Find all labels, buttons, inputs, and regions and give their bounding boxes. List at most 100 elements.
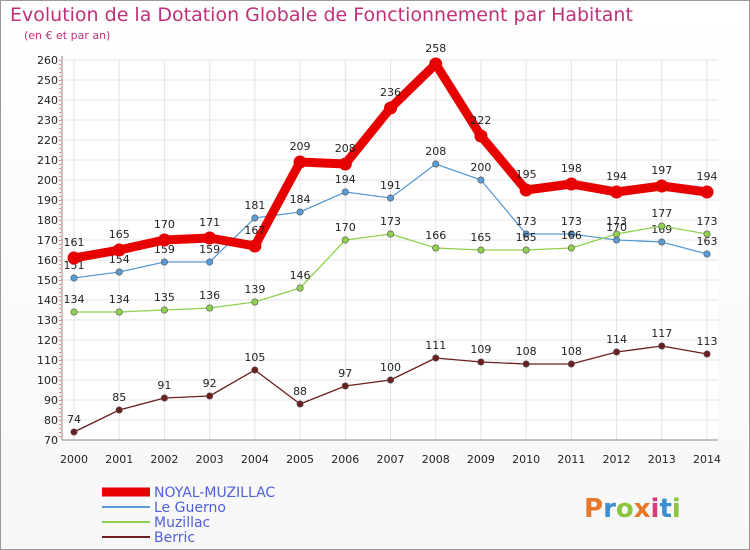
y-tick-label: 120 [37,334,58,347]
data-label-noyal-muzillac: 197 [651,164,672,177]
data-label-berric: 105 [244,351,265,364]
data-point-le-guerno [613,236,621,244]
data-point-berric [206,392,214,400]
data-point-le-guerno [432,160,440,168]
data-label-berric: 114 [606,333,627,346]
data-point-le-guerno [70,274,78,282]
x-tick-label: 2011 [557,453,585,466]
data-label-muzillac: 136 [199,289,220,302]
data-point-berric [522,360,530,368]
x-tick-label: 2003 [196,453,224,466]
data-point-le-guerno [386,194,394,202]
data-label-muzillac: 146 [290,269,311,282]
data-point-noyal-muzillac [655,179,669,193]
y-tick-label: 100 [37,374,58,387]
data-point-noyal-muzillac [248,239,262,253]
data-label-noyal-muzillac: 195 [516,168,537,181]
data-label-berric: 91 [157,379,171,392]
data-label-le-guerno: 181 [244,199,265,212]
data-point-muzillac [115,308,123,316]
data-label-le-guerno: 170 [606,221,627,234]
data-label-le-guerno: 159 [154,243,175,256]
data-point-le-guerno [567,230,575,238]
data-label-muzillac: 165 [470,231,491,244]
y-tick-label: 200 [37,174,58,187]
data-label-noyal-muzillac: 170 [154,218,175,231]
data-point-berric [477,358,485,366]
data-label-noyal-muzillac: 165 [109,228,130,241]
y-tick-label: 130 [37,314,58,327]
data-point-le-guerno [115,268,123,276]
y-tick-label: 70 [44,434,58,447]
data-label-noyal-muzillac: 258 [425,42,446,55]
data-label-muzillac: 173 [380,215,401,228]
data-label-le-guerno: 191 [380,179,401,192]
x-tick-label: 2013 [648,453,676,466]
data-label-muzillac: 165 [516,231,537,244]
data-label-le-guerno: 163 [697,235,718,248]
x-tick-label: 2001 [105,453,133,466]
data-label-noyal-muzillac: 209 [290,140,311,153]
y-tick-label: 110 [37,354,58,367]
data-point-le-guerno [658,238,666,246]
x-tick-label: 2002 [150,453,178,466]
data-label-berric: 108 [516,345,537,358]
data-point-berric [703,350,711,358]
data-point-muzillac [160,306,168,314]
x-tick-label: 2000 [60,453,88,466]
data-point-noyal-muzillac [384,101,397,115]
data-point-le-guerno [251,214,259,222]
chart-title: Evolution de la Dotation Globale de Fonc… [10,4,633,26]
data-point-muzillac [70,308,78,316]
data-label-noyal-muzillac: 194 [697,170,718,183]
data-label-berric: 117 [651,327,672,340]
data-label-le-guerno: 200 [470,161,491,174]
data-point-muzillac [477,246,485,254]
x-tick-label: 2009 [467,453,495,466]
data-label-muzillac: 134 [64,293,85,306]
data-label-le-guerno: 184 [290,193,311,206]
data-point-noyal-muzillac [67,251,81,265]
data-label-muzillac: 170 [335,221,356,234]
data-point-le-guerno [296,208,304,216]
data-point-berric [341,382,349,390]
data-point-le-guerno [341,188,349,196]
data-label-muzillac: 166 [425,229,446,242]
data-point-le-guerno [703,250,711,258]
legend-label-le-guerno: Le Guerno [154,500,226,516]
data-point-noyal-muzillac [112,243,126,257]
x-tick-label: 2006 [331,453,359,466]
data-point-muzillac [567,244,575,252]
data-label-le-guerno: 154 [109,253,130,266]
data-label-noyal-muzillac: 167 [244,224,265,237]
data-point-berric [160,394,168,402]
y-tick-label: 170 [37,234,58,247]
data-point-berric [658,342,666,350]
y-tick-label: 190 [37,194,58,207]
x-tick-label: 2010 [512,453,540,466]
data-point-noyal-muzillac [429,57,443,71]
data-label-berric: 92 [203,377,217,390]
data-point-muzillac [251,298,259,306]
y-tick-label: 140 [37,294,58,307]
data-point-berric [296,400,304,408]
data-point-berric [613,348,621,356]
legend-label-berric: Berric [154,530,195,546]
x-tick-label: 2014 [693,453,721,466]
y-tick-label: 90 [44,394,58,407]
data-label-noyal-muzillac: 236 [380,86,401,99]
x-tick-label: 2008 [422,453,450,466]
data-label-muzillac: 139 [244,283,265,296]
legend-label-muzillac: Muzillac [154,515,210,531]
data-point-berric [70,428,78,436]
data-point-noyal-muzillac [519,183,533,197]
data-point-noyal-muzillac [157,233,171,247]
data-point-muzillac [703,230,711,238]
data-point-noyal-muzillac [203,231,217,245]
proxiti-logo: Proxiti [584,494,681,524]
y-tick-label: 230 [37,114,58,127]
data-label-noyal-muzillac: 194 [606,170,627,183]
data-label-muzillac: 135 [154,291,175,304]
data-point-muzillac [386,230,394,238]
data-point-muzillac [341,236,349,244]
